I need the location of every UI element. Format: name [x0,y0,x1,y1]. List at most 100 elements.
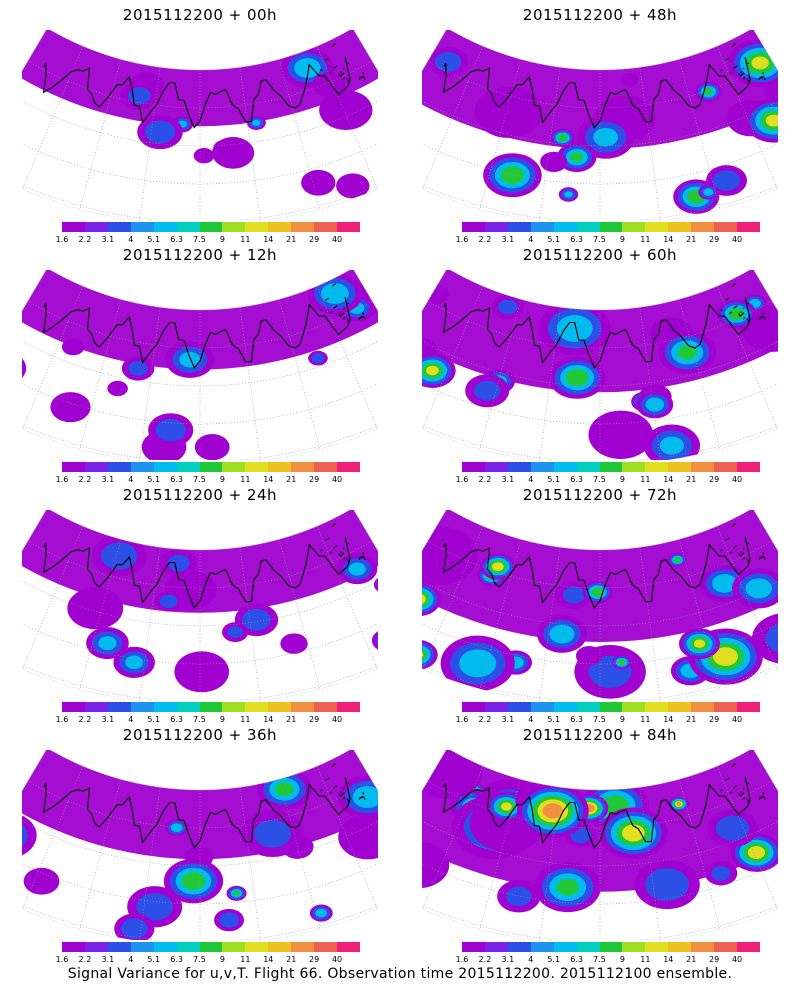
colorbar-swatch [645,222,669,232]
colorbar-label: 40 [731,715,743,724]
colorbar-swatch [507,222,531,232]
colorbar-label: 9 [219,955,225,964]
colorbar-swatch [576,702,600,712]
colorbar-swatch [691,942,715,952]
graticule-latitude [422,340,778,387]
variance-blob [315,908,327,918]
colorbar-swatch [530,702,554,712]
colorbar-label: 7.5 [593,475,606,484]
colorbar-swatch [462,462,485,472]
colorbar [462,702,760,712]
colorbar-swatch [668,702,692,712]
colorbar-label: 29 [309,475,320,484]
graticule-longitude [716,766,778,910]
graticule-longitude [639,547,661,700]
colorbar-swatch [245,942,269,952]
colorbar-label: 7.5 [193,235,206,244]
variance-blob [745,578,773,599]
graticule-longitude [422,286,484,430]
variance-blob [100,542,138,570]
colorbar-swatch [645,942,669,952]
variance-blob [128,87,151,105]
colorbar-swatch [530,462,554,472]
graticule-longitude [716,286,778,430]
arctic-islands [319,763,366,803]
graticule-longitude [239,307,261,460]
colorbar-label: 1.6 [55,715,69,724]
colorbar-label: 29 [309,235,320,244]
colorbar-label: 11 [640,235,651,244]
colorbar-label: 1.6 [455,475,469,484]
colorbar-label: 9 [619,715,625,724]
arctic-islands [719,43,766,83]
variance-blob [120,918,148,939]
colorbar-swatch [530,222,554,232]
colorbar [62,942,360,952]
graticule-latitude [22,820,378,867]
panel-title: 2015112200 + 24h [122,486,278,504]
colorbar-swatch [507,462,531,472]
variance-blob [575,646,603,666]
variance-blob [693,639,706,648]
variance-blob [751,613,778,665]
variance-blob [562,586,586,604]
colorbar-label: 7.5 [593,955,606,964]
variance-map [422,750,778,940]
colorbar-label: 1.6 [55,955,69,964]
graticule-longitude [639,307,661,460]
graticule-latitude [27,300,373,349]
colorbar [62,702,360,712]
colorbar-swatch [484,462,508,472]
colorbar-label: 14 [263,955,274,964]
graticule-longitude [479,59,522,209]
colorbar-swatch [337,222,360,232]
colorbar-swatch [84,222,108,232]
colorbar-label: 14 [663,475,674,484]
colorbar-swatch [222,702,246,712]
panel-title: 2015112200 + 84h [522,726,678,744]
variance-blob [193,147,215,164]
graticule-longitude [22,46,84,190]
colorbar-swatch [622,462,646,472]
colorbar-swatch [268,462,292,472]
colorbar-swatch [314,702,338,712]
colorbar-label: 11 [640,475,651,484]
colorbar-labels: 1.6 2.2 3.1 4 5.1 6.3 7.5 9 11 14 21 29 40 [52,235,370,245]
variance-blob [23,867,60,895]
colorbar-swatch [576,222,600,232]
coastline [42,57,351,129]
variance-band [22,750,378,860]
colorbar-label: 29 [309,955,320,964]
graticule-longitude [22,286,84,430]
colorbar-swatch [107,462,131,472]
graticule-latitude [22,665,378,700]
variance-map [22,270,378,460]
colorbar-swatch [553,222,577,232]
domain-outline [422,30,778,220]
colorbar-swatch [84,462,108,472]
colorbar-label: 2.2 [78,715,92,724]
variance-blob [167,554,190,572]
colorbar-swatch [291,462,315,472]
colorbar-label: 7.5 [193,955,206,964]
colorbar-label: 3.1 [501,235,515,244]
colorbar-swatch [130,462,154,472]
colorbar-label: 9 [219,235,225,244]
colorbar-label: 14 [663,235,674,244]
colorbar-label: 14 [263,235,274,244]
colorbar-swatch [645,462,669,472]
graticule-longitude [79,539,122,689]
graticule-longitude [539,547,561,700]
graticule-latitude [27,540,373,589]
colorbar-swatch [291,222,315,232]
colorbar-swatch [222,462,246,472]
colorbar [62,222,360,232]
colorbar-label: 5.1 [547,475,561,484]
variance-blob [500,166,525,184]
graticule-longitude [79,59,122,209]
graticule-latitude [22,905,378,940]
variance-blob [593,127,618,147]
colorbar-swatch [737,702,760,712]
colorbar-swatch [153,222,177,232]
colorbar-swatch [62,222,85,232]
